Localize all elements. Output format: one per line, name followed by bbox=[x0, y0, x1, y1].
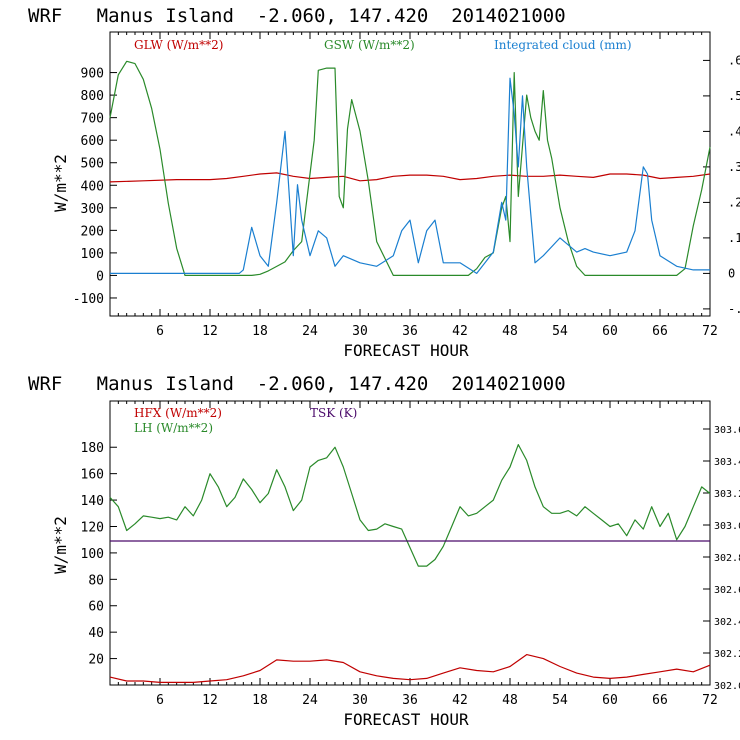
y-tick-label-right: .1 bbox=[728, 231, 740, 245]
x-tick-label: 72 bbox=[702, 324, 718, 339]
x-tick-label: 18 bbox=[252, 324, 268, 339]
chart-title: WRF Manus Island -2.060, 147.420 2014021… bbox=[28, 373, 566, 395]
y-tick-label-left: 100 bbox=[81, 547, 104, 562]
x-tick-label: 48 bbox=[502, 324, 518, 339]
y-tick-label-right: 302.0 bbox=[714, 681, 740, 692]
x-tick-label: 48 bbox=[502, 693, 518, 708]
x-tick-label: 42 bbox=[452, 324, 468, 339]
y-tick-label-right: 303.0 bbox=[714, 521, 740, 532]
x-axis-label: FORECAST HOUR bbox=[343, 341, 469, 360]
y-tick-label-right: .3 bbox=[728, 160, 740, 174]
series-line-glw bbox=[109, 172, 711, 183]
series-lines bbox=[109, 444, 711, 684]
y-tick-label-left: 80 bbox=[88, 573, 104, 588]
x-tick-label: 12 bbox=[202, 324, 218, 339]
y-axis-label: W/m**2 bbox=[51, 516, 70, 574]
y-tick-label-left: 800 bbox=[81, 89, 104, 104]
chart-title: WRF Manus Island -2.060, 147.420 2014021… bbox=[28, 5, 566, 27]
x-tick-label: 30 bbox=[352, 693, 368, 708]
legend-tsk: TSK (K) bbox=[310, 406, 357, 420]
legend: HFX (W/m**2) LH (W/m**2) TSK (K) bbox=[134, 406, 357, 435]
y-tick-label-left: 400 bbox=[81, 179, 104, 194]
legend-cloud: Integrated cloud (mm) bbox=[494, 38, 632, 52]
x-tick-label: 66 bbox=[652, 693, 668, 708]
y-tick-label-right: .4 bbox=[728, 124, 740, 138]
x-tick-label: 24 bbox=[302, 693, 318, 708]
y-tick-label-left: 900 bbox=[81, 67, 104, 82]
series-line-lh bbox=[109, 444, 711, 567]
x-tick-label: 60 bbox=[602, 693, 618, 708]
y-tick-label-right: 302.8 bbox=[714, 553, 740, 564]
x-tick-label: 30 bbox=[352, 324, 368, 339]
y-tick-label-right: 303.2 bbox=[714, 489, 740, 500]
x-tick-label: 72 bbox=[702, 693, 718, 708]
y-tick-label-left: 180 bbox=[81, 441, 104, 456]
y-tick-label-left: 160 bbox=[81, 468, 104, 483]
y-tick-label-left: 300 bbox=[81, 202, 104, 217]
legend: GLW (W/m**2) GSW (W/m**2) Integrated clo… bbox=[134, 38, 632, 52]
y-tick-label-left: 120 bbox=[81, 520, 104, 535]
y-tick-label-left: 500 bbox=[81, 157, 104, 172]
y-tick-label-left: 40 bbox=[88, 626, 104, 641]
y-axis-label: W/m**2 bbox=[51, 154, 70, 212]
legend-glw: GLW (W/m**2) bbox=[134, 38, 223, 52]
x-tick-label: 54 bbox=[552, 324, 568, 339]
y-tick-label-right: .2 bbox=[728, 195, 740, 209]
x-axis-label: FORECAST HOUR bbox=[343, 710, 469, 729]
series-lines bbox=[109, 60, 711, 276]
y-tick-label-left: 200 bbox=[81, 224, 104, 239]
y-tick-label-left: 20 bbox=[88, 653, 104, 668]
y-tick-label-right: .5 bbox=[728, 89, 740, 103]
axis-ticks: 6 12 18 24 30 36 42 48 54 60 66 72 20 40 60 80 100 120 140… bbox=[81, 401, 740, 708]
y-tick-label-left: 60 bbox=[88, 600, 104, 615]
radiation-cloud-chart: WRF Manus Island -2.060, 147.420 2014021… bbox=[28, 5, 740, 360]
x-tick-label: 18 bbox=[252, 693, 268, 708]
y-tick-label-right: 303.6 bbox=[714, 425, 740, 436]
legend-gsw: GSW (W/m**2) bbox=[324, 38, 415, 52]
y-tick-label-left: 100 bbox=[81, 247, 104, 262]
y-tick-label-right: -.1 bbox=[728, 302, 740, 316]
legend-lh: LH (W/m**2) bbox=[134, 421, 213, 435]
x-tick-label: 54 bbox=[552, 693, 568, 708]
legend-hfx: HFX (W/m**2) bbox=[134, 406, 222, 420]
x-tick-label: 36 bbox=[402, 324, 418, 339]
heat-flux-chart: WRF Manus Island -2.060, 147.420 2014021… bbox=[28, 373, 740, 729]
y-tick-label-right: 0 bbox=[728, 266, 735, 280]
y-tick-label-right: 302.4 bbox=[714, 617, 740, 628]
series-line-gsw bbox=[109, 60, 711, 276]
y-tick-label-right: 303.4 bbox=[714, 457, 740, 468]
series-line-hfx bbox=[109, 653, 711, 684]
y-tick-label-left: -100 bbox=[73, 292, 104, 307]
x-tick-label: 36 bbox=[402, 693, 418, 708]
x-tick-label: 66 bbox=[652, 324, 668, 339]
y-tick-label-right: 302.2 bbox=[714, 649, 740, 660]
x-tick-label: 6 bbox=[156, 693, 164, 708]
series-line-integrated bbox=[110, 77, 710, 274]
y-tick-label-left: 600 bbox=[81, 134, 104, 149]
axis-ticks: 6 12 18 24 30 36 42 48 54 60 66 72 -100 0 100 200 300 400… bbox=[73, 32, 740, 339]
plot-frame bbox=[109, 400, 711, 686]
x-tick-label: 6 bbox=[156, 324, 164, 339]
x-tick-label: 12 bbox=[202, 693, 218, 708]
y-tick-label-right: .6 bbox=[728, 53, 740, 67]
x-tick-label: 60 bbox=[602, 324, 618, 339]
y-tick-label-left: 700 bbox=[81, 112, 104, 127]
x-tick-label: 42 bbox=[452, 693, 468, 708]
y-tick-label-left: 0 bbox=[96, 269, 104, 284]
x-tick-label: 24 bbox=[302, 324, 318, 339]
y-tick-label-right: 302.6 bbox=[714, 585, 740, 596]
y-tick-label-left: 140 bbox=[81, 494, 104, 509]
